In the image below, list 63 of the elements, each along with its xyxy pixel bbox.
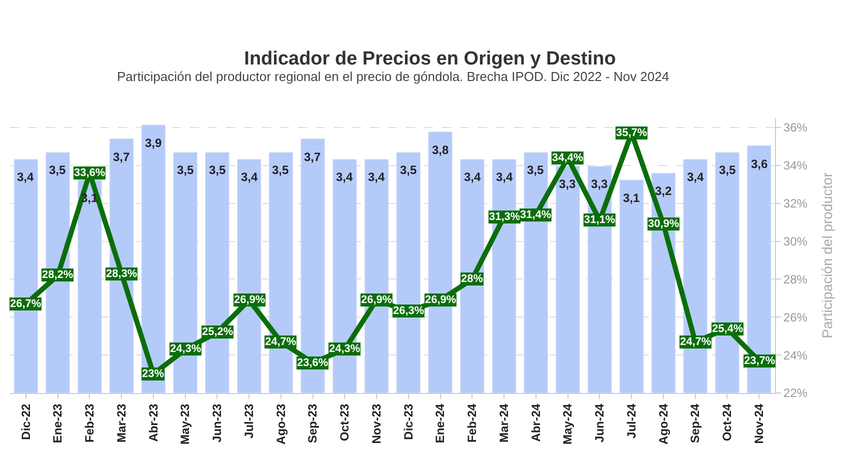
data-label: 3,4 xyxy=(464,170,482,184)
bar xyxy=(460,159,484,393)
x-tick-label: Jun-24 xyxy=(592,403,607,442)
x-tick-label: Sep-23 xyxy=(306,403,320,444)
x-tick-label: Abr-24 xyxy=(528,403,543,442)
chart-subtitle: Participación del productor regional en el precio de góndola. Brecha IPOD. Dic 2022 - Nov 2024 xyxy=(117,69,670,84)
y2-tick-label: 36% xyxy=(783,120,808,135)
y2-tick-label: 24% xyxy=(783,348,808,362)
data-label: 3,5 xyxy=(400,163,418,177)
data-label: 3,4 xyxy=(368,170,386,184)
data-label: 3,5 xyxy=(272,163,290,177)
data-label: 3,5 xyxy=(177,163,194,177)
data-label: 3,9 xyxy=(145,136,162,150)
data-label: 3,6 xyxy=(751,157,768,171)
x-tick-label: Ene-23 xyxy=(50,403,65,444)
y2-tick-label: 28% xyxy=(783,272,808,286)
x-tick-label: Feb-23 xyxy=(82,403,97,442)
x-tick-label: Jun-23 xyxy=(210,403,224,442)
data-label: 3,5 xyxy=(209,163,226,177)
data-label: 3,3 xyxy=(591,177,608,191)
x-tick-label: Nov-23 xyxy=(369,403,384,444)
y2-tick-label: 34% xyxy=(783,158,808,173)
x-tick-label: Dic-22 xyxy=(18,403,33,440)
x-tick-label: Dic-23 xyxy=(401,403,416,440)
y2-tick-label: 26% xyxy=(783,310,808,324)
x-tick-label: Mar-24 xyxy=(496,403,511,442)
data-label: 3,4 xyxy=(687,170,704,184)
data-label: 3,4 xyxy=(17,170,34,184)
bar xyxy=(77,180,102,393)
data-label: 3,5 xyxy=(527,163,544,177)
x-tick-label: Jul-23 xyxy=(242,403,256,438)
x-tick-label: Sep-24 xyxy=(688,403,702,444)
x-tick-label: Feb-24 xyxy=(465,403,480,442)
x-tick-label: Ago-24 xyxy=(656,403,670,444)
bar xyxy=(141,124,166,393)
data-label: 3,7 xyxy=(113,150,130,164)
x-tick-label: Oct-23 xyxy=(338,403,352,442)
data-label: 3,5 xyxy=(719,163,736,177)
x-tick-label: Mar-23 xyxy=(114,403,128,442)
data-label: 3,4 xyxy=(241,170,258,184)
data-label: 3,1 xyxy=(623,191,640,205)
y2-tick-label: 32% xyxy=(783,196,808,211)
x-tick-label: Oct-24 xyxy=(720,403,734,442)
data-label: 3,2 xyxy=(655,184,672,198)
data-label: 3,7 xyxy=(304,150,322,164)
y2-axis-title: Participación del productor xyxy=(819,172,836,338)
x-tick-label: Ago-23 xyxy=(274,403,288,444)
data-label: 3,3 xyxy=(559,177,576,191)
bar xyxy=(619,180,644,393)
bar xyxy=(556,166,580,393)
x-tick-label: May-23 xyxy=(178,403,192,444)
data-label: 3,5 xyxy=(49,163,66,177)
data-label: 3,4 xyxy=(336,170,354,184)
x-tick-label: Ene-24 xyxy=(433,403,448,444)
data-label: 3,4 xyxy=(496,170,514,184)
data-label: 3,8 xyxy=(432,143,450,157)
x-tick-label: Nov-24 xyxy=(752,403,766,444)
x-tick-label: Jul-24 xyxy=(624,403,638,438)
x-tick-label: May-24 xyxy=(560,403,575,444)
chart-title: Indicador de Precios en Origen y Destino xyxy=(244,48,616,70)
y2-tick-label: 30% xyxy=(783,234,808,248)
x-tick-label: Abr-23 xyxy=(146,403,160,442)
y2-tick-label: 22% xyxy=(783,386,808,400)
